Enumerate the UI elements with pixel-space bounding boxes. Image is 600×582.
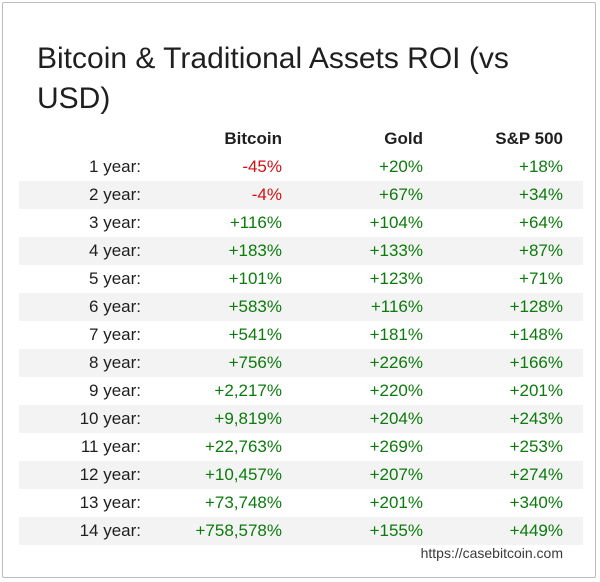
sp500-value: +449%	[509, 521, 563, 540]
bitcoin-value: +22,763%	[204, 437, 282, 456]
gold-value: +67%	[379, 185, 423, 204]
gold-value: +116%	[370, 297, 423, 316]
row-label: 1 year:	[89, 157, 141, 176]
sp500-value: +128%	[509, 297, 563, 316]
row-label: 13 year:	[79, 493, 141, 512]
table-row: 12 year: +10,457% +207% +274%	[19, 461, 583, 489]
gold-value: +226%	[369, 353, 423, 372]
row-label: 8 year:	[89, 353, 141, 372]
row-label: 9 year:	[89, 381, 141, 400]
bitcoin-value: +583%	[228, 297, 282, 316]
gold-value: +181%	[369, 325, 423, 344]
table-row: 3 year: +116% +104% +64%	[19, 209, 583, 237]
gold-value: +269%	[369, 437, 423, 456]
source-url: https://casebitcoin.com	[420, 545, 563, 561]
table-row: 1 year: -45% +20% +18%	[19, 153, 583, 181]
sp500-value: +243%	[509, 409, 563, 428]
row-label: 7 year:	[89, 325, 141, 344]
roi-table: Bitcoin Gold S&P 500 1 year: -45% +20% +18%…	[19, 125, 583, 545]
bitcoin-value: +116%	[229, 213, 282, 232]
bitcoin-value: +758,578%	[195, 521, 283, 540]
row-label: 5 year:	[89, 269, 141, 288]
column-header-sp500: S&P 500	[495, 129, 563, 148]
table-row: 7 year: +541% +181% +148%	[19, 321, 583, 349]
row-label: 6 year:	[89, 297, 141, 316]
gold-value: +133%	[369, 241, 423, 260]
sp500-value: +166%	[509, 353, 563, 372]
sp500-value: +274%	[509, 465, 563, 484]
table-row: 10 year: +9,819% +204% +243%	[19, 405, 583, 433]
bitcoin-value: +101%	[228, 269, 282, 288]
gold-value: +201%	[369, 493, 423, 512]
row-label: 12 year:	[79, 465, 141, 484]
table-frame: Bitcoin & Traditional Assets ROI (vs USD…	[2, 2, 596, 578]
sp500-value: +253%	[509, 437, 563, 456]
bitcoin-value: +73,748%	[204, 493, 282, 512]
table-row: 11 year: +22,763% +269% +253%	[19, 433, 583, 461]
table-row: 6 year: +583% +116% +128%	[19, 293, 583, 321]
page-title: Bitcoin & Traditional Assets ROI (vs USD…	[37, 42, 509, 115]
bitcoin-value: +9,819%	[214, 409, 282, 428]
bitcoin-value: +756%	[228, 353, 282, 372]
table-row: 13 year: +73,748% +201% +340%	[19, 489, 583, 517]
table-row: 2 year: -4% +67% +34%	[19, 181, 583, 209]
bitcoin-value: +183%	[228, 241, 282, 260]
table-row: 9 year: +2,217% +220% +201%	[19, 377, 583, 405]
column-header-bitcoin: Bitcoin	[224, 129, 282, 148]
row-label: 14 year:	[79, 521, 141, 540]
sp500-value: +34%	[519, 185, 563, 204]
table-header-row: Bitcoin Gold S&P 500	[19, 125, 583, 153]
column-header-gold: Gold	[384, 129, 423, 148]
row-label: 4 year:	[89, 241, 141, 260]
gold-value: +155%	[369, 521, 423, 540]
gold-value: +207%	[369, 465, 423, 484]
gold-value: +220%	[369, 381, 423, 400]
row-label: 11 year:	[80, 437, 141, 456]
sp500-value: +340%	[509, 493, 563, 512]
sp500-value: +18%	[519, 157, 563, 176]
bitcoin-value: +541%	[228, 325, 282, 344]
sp500-value: +64%	[519, 213, 563, 232]
sp500-value: +87%	[519, 241, 563, 260]
sp500-value: +148%	[509, 325, 563, 344]
gold-value: +204%	[369, 409, 423, 428]
row-label: 3 year:	[89, 213, 141, 232]
row-label: 10 year:	[79, 409, 141, 428]
bitcoin-value: +10,457%	[204, 465, 282, 484]
table-row: 8 year: +756% +226% +166%	[19, 349, 583, 377]
sp500-value: +201%	[509, 381, 563, 400]
table-body: 1 year: -45% +20% +18% 2 year: -4% +67% +34% 3 y…	[19, 153, 583, 545]
sp500-value: +71%	[519, 269, 563, 288]
gold-value: +104%	[369, 213, 423, 232]
gold-value: +20%	[379, 157, 423, 176]
table-row: 4 year: +183% +133% +87%	[19, 237, 583, 265]
table-row: 5 year: +101% +123% +71%	[19, 265, 583, 293]
bitcoin-value: +2,217%	[214, 381, 282, 400]
row-label: 2 year:	[89, 185, 141, 204]
bitcoin-value: -45%	[242, 157, 282, 176]
bitcoin-value: -4%	[251, 185, 282, 204]
gold-value: +123%	[369, 269, 423, 288]
table-row: 14 year: +758,578% +155% +449%	[19, 517, 583, 545]
